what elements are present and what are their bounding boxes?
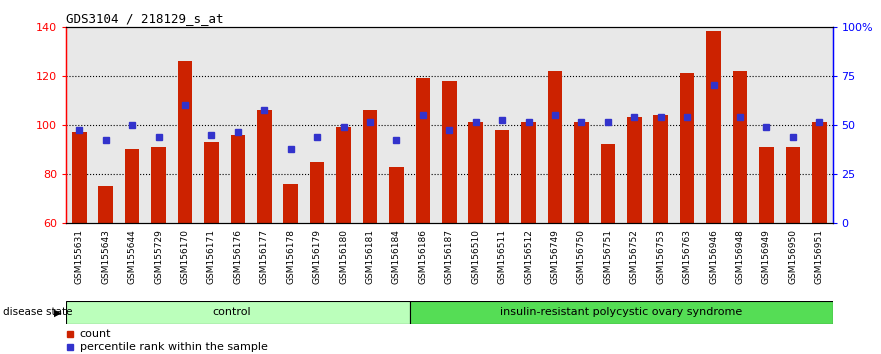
Bar	[363, 110, 377, 223]
Bar	[284, 184, 298, 223]
Bar	[707, 32, 721, 223]
Bar	[389, 166, 403, 223]
Bar	[310, 162, 324, 223]
Bar	[601, 144, 615, 223]
Text: count: count	[80, 329, 111, 339]
Text: insulin-resistant polycystic ovary syndrome: insulin-resistant polycystic ovary syndr…	[500, 307, 742, 318]
Bar	[257, 110, 271, 223]
Bar	[759, 147, 774, 223]
Bar	[654, 115, 668, 223]
Bar	[231, 135, 245, 223]
Bar	[72, 132, 86, 223]
Text: percentile rank within the sample: percentile rank within the sample	[80, 342, 268, 352]
Bar	[204, 142, 218, 223]
Text: disease state: disease state	[3, 307, 72, 318]
Bar	[680, 73, 694, 223]
Bar	[574, 122, 589, 223]
Bar	[152, 147, 166, 223]
Bar	[627, 118, 641, 223]
Bar	[410, 301, 833, 324]
Text: ▶: ▶	[54, 307, 62, 318]
Bar	[416, 78, 430, 223]
Bar	[66, 301, 410, 324]
Bar	[337, 127, 351, 223]
Bar	[548, 71, 562, 223]
Bar	[99, 186, 113, 223]
Bar	[178, 61, 192, 223]
Bar	[786, 147, 800, 223]
Bar	[495, 130, 509, 223]
Bar	[125, 149, 139, 223]
Bar	[522, 122, 536, 223]
Text: control: control	[212, 307, 250, 318]
Text: GDS3104 / 218129_s_at: GDS3104 / 218129_s_at	[66, 12, 224, 25]
Bar	[442, 81, 456, 223]
Bar	[733, 71, 747, 223]
Bar	[812, 122, 826, 223]
Bar	[469, 122, 483, 223]
